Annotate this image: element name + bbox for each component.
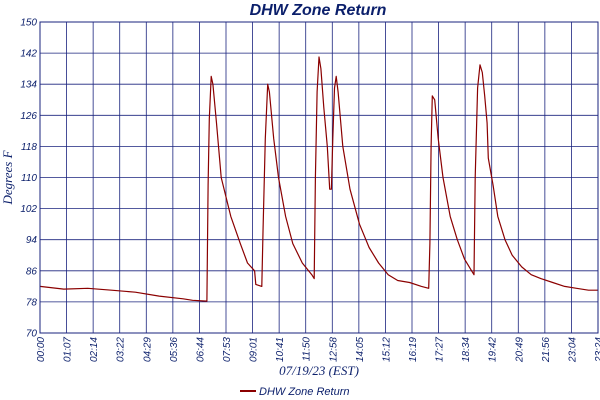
grid-lines <box>39 21 599 334</box>
x-tick-label: 19:42 <box>488 337 499 362</box>
x-tick-label: 23:24 <box>594 337 600 363</box>
y-tick-label: 126 <box>20 111 37 122</box>
x-tick-label: 14:05 <box>355 337 366 362</box>
series-layer <box>39 56 598 302</box>
y-tick-label: 94 <box>26 235 38 246</box>
plot-frame <box>39 21 599 334</box>
y-tick-labels: 70 78 86 94 102 110 118 126 134 142 150 <box>20 18 37 340</box>
y-tick-label: 150 <box>20 18 37 29</box>
x-tick-label: 01:07 <box>63 337 74 362</box>
x-tick-label: 03:22 <box>116 337 127 362</box>
y-axis-label: Degrees F <box>0 149 15 205</box>
x-tick-label: 23:04 <box>567 337 578 363</box>
y-tick-label: 142 <box>20 49 37 60</box>
x-tick-label: 17:27 <box>435 337 446 362</box>
x-tick-label: 20:49 <box>514 337 525 363</box>
y-tick-label: 70 <box>26 329 38 340</box>
x-tick-label: 10:41 <box>275 337 286 362</box>
y-tick-label: 118 <box>21 142 37 153</box>
x-tick-label: 15:12 <box>381 337 392 362</box>
y-tick-label: 134 <box>20 80 37 91</box>
legend-label: DHW Zone Return <box>259 386 349 398</box>
legend: DHW Zone Return <box>240 386 349 398</box>
x-tick-label: 00:00 <box>36 337 47 362</box>
x-axis-label: 07/19/23 (EST) <box>279 363 359 378</box>
x-tick-label: 06:44 <box>195 337 206 362</box>
y-tick-label: 78 <box>26 297 38 308</box>
x-tick-label: 09:01 <box>249 337 260 362</box>
series-line <box>39 56 598 302</box>
x-tick-label: 21:56 <box>541 337 552 363</box>
x-tick-labels: 00:00 01:07 02:14 03:22 04:29 05:36 06:44 07:53… <box>36 337 600 363</box>
x-tick-label: 12:58 <box>328 337 339 362</box>
x-tick-label: 05:36 <box>169 337 180 362</box>
y-tick-label: 110 <box>21 173 37 184</box>
x-tick-label: 18:34 <box>461 337 472 362</box>
x-tick-label: 07:53 <box>222 337 233 362</box>
chart-title: DHW Zone Return <box>250 2 387 19</box>
x-tick-label: 11:50 <box>302 337 313 362</box>
x-tick-label: 04:29 <box>142 337 153 362</box>
x-tick-label: 16:19 <box>408 337 419 362</box>
y-tick-label: 102 <box>20 204 37 215</box>
x-tick-label: 02:14 <box>89 337 100 362</box>
y-tick-label: 86 <box>26 266 38 277</box>
